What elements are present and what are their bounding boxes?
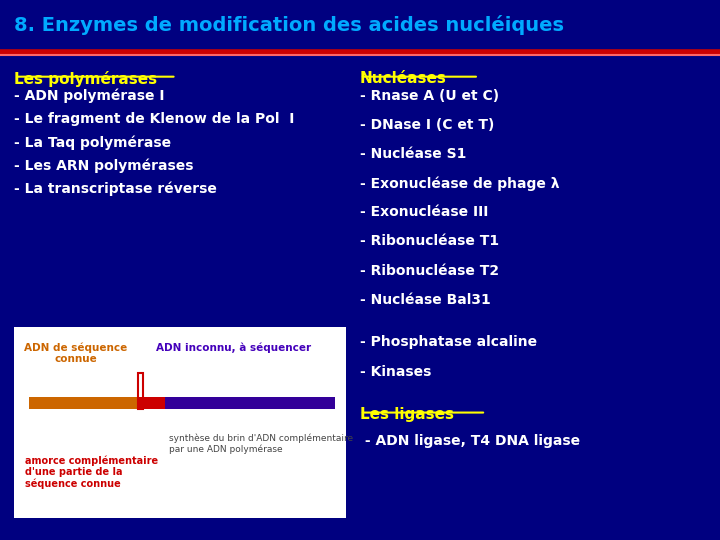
Text: synthèse du brin d'ADN complémentaire
par une ADN polymérase: synthèse du brin d'ADN complémentaire pa… <box>169 434 354 454</box>
Text: 8. Enzymes de modification des acides nucléiques: 8. Enzymes de modification des acides nu… <box>14 15 564 36</box>
Text: - Exonucléase III: - Exonucléase III <box>360 205 488 219</box>
Text: - Les ARN polymérases: - Les ARN polymérases <box>14 158 194 173</box>
Text: - Le fragment de Klenow de la Pol  I: - Le fragment de Klenow de la Pol I <box>14 112 294 126</box>
Text: - Rnase A (U et C): - Rnase A (U et C) <box>360 89 499 103</box>
Text: - Nucléase Bal31: - Nucléase Bal31 <box>360 293 491 307</box>
Text: amorce complémentaire
d'une partie de la
séquence connue: amorce complémentaire d'une partie de la… <box>25 455 158 489</box>
Text: - ADN ligase, T4 DNA ligase: - ADN ligase, T4 DNA ligase <box>360 434 580 448</box>
Text: - Nucléase S1: - Nucléase S1 <box>360 147 467 161</box>
Text: ADN de séquence
connue: ADN de séquence connue <box>24 342 127 364</box>
Text: - Exonucléase de phage λ: - Exonucléase de phage λ <box>360 176 559 191</box>
Text: Les polymérases: Les polymérases <box>14 71 158 87</box>
Text: - Kinases: - Kinases <box>360 364 431 379</box>
Text: Les ligases: Les ligases <box>360 407 454 422</box>
Bar <box>0 0 720 51</box>
Text: Nucléases: Nucléases <box>360 71 447 86</box>
Text: - La transcriptase réverse: - La transcriptase réverse <box>14 181 217 196</box>
Text: - Phosphatase alcaline: - Phosphatase alcaline <box>360 335 537 349</box>
Text: - ADN polymérase I: - ADN polymérase I <box>14 89 165 103</box>
Text: - Ribonucléase T2: - Ribonucléase T2 <box>360 264 499 278</box>
Bar <box>138 373 143 409</box>
Bar <box>140 397 335 409</box>
Text: - DNase I (C et T): - DNase I (C et T) <box>360 118 495 132</box>
Bar <box>14 327 346 518</box>
Bar <box>138 397 165 409</box>
Text: ADN inconnu, à séquencer: ADN inconnu, à séquencer <box>156 342 311 353</box>
Text: - La Taq polymérase: - La Taq polymérase <box>14 135 171 150</box>
Bar <box>29 397 140 409</box>
Text: - Ribonucléase T1: - Ribonucléase T1 <box>360 234 499 248</box>
